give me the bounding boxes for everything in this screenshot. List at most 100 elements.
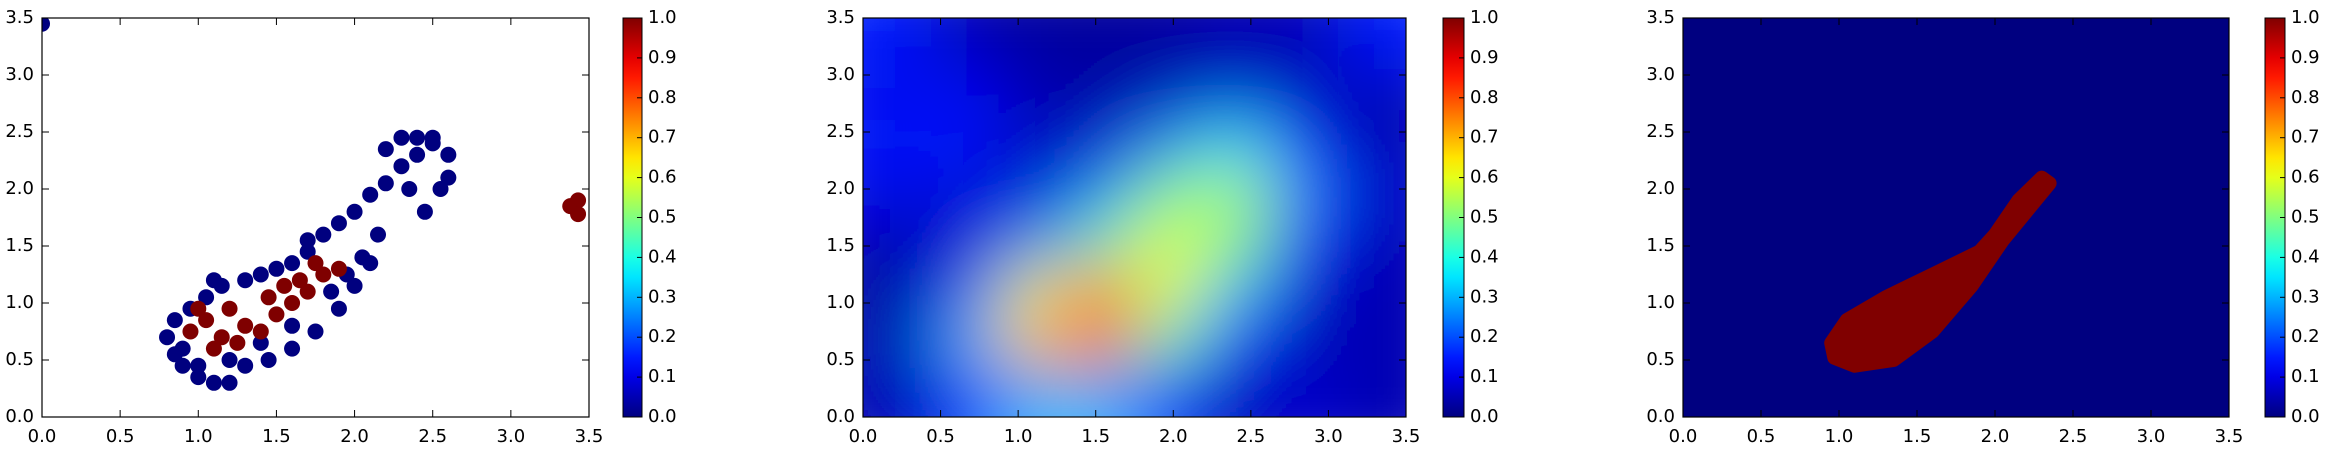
y-tick-label: 0.0 [1646,406,1675,427]
scatter-point [190,369,207,386]
scatter-point [221,374,238,391]
axes-frame [862,17,1407,418]
colorbar-tick-label: 0.4 [648,246,677,267]
heatmap-cell [930,67,1000,119]
heatmap-cell [1270,267,1340,319]
x-tick-label: 1.0 [1004,426,1033,447]
scatter-point [393,129,410,146]
x-tick-label: 3.5 [1392,426,1421,447]
colorbar-tick-label: 0.1 [648,366,677,387]
y-tick-label: 2.0 [1646,178,1675,199]
colorbar-tick-label: 0.8 [648,87,677,108]
scatter-point [401,181,418,197]
scatter-point [291,272,308,289]
x-tick-label: 1.5 [1903,426,1932,447]
heatmap-cell [1066,167,1136,219]
x-tick-label: 0.5 [1747,426,1776,447]
heatmap-cell [998,67,1068,119]
scatter-point [323,283,340,300]
x-tick-label: 2.5 [2059,426,2088,447]
scatter-point [276,277,293,294]
colorbar-tick-label: 0.7 [2291,127,2320,148]
heatmap-cell [1134,18,1204,69]
y-tick-label: 3.0 [5,64,34,85]
x-tick-label: 2.5 [1237,426,1266,447]
y-tick-label: 2.5 [5,121,34,142]
colorbar-tick-label: 1.0 [2291,7,2320,28]
scatter-point [570,192,587,209]
heatmap-cell [1134,267,1204,319]
scatter-point [440,169,457,186]
heatmap-cell [1270,167,1340,219]
heatmap-cell [1134,117,1204,169]
scatter-point [260,352,277,368]
heatmap-cell [998,217,1068,269]
scatter-point [354,249,371,266]
heatmap-cell [1202,367,1272,417]
x-tick-label: 3.0 [497,426,526,447]
heatmap-cell [863,67,932,119]
colorbar-tick-label: 0.8 [2291,87,2320,108]
colorbar-tick-label: 0.3 [2291,286,2320,307]
scatter-point [213,329,230,346]
heatmap-cell [1202,117,1272,169]
heatmap-cell [998,367,1068,417]
x-tick-label: 0.0 [849,426,878,447]
scatter-point [570,206,587,223]
y-tick-label: 1.5 [1646,235,1675,256]
colorbar-tick-label: 0.6 [2291,167,2320,188]
scatter-point [315,226,332,243]
scatter-point [229,334,246,351]
heatmap-cell [1338,167,1406,219]
heatmap-cell [930,367,1000,417]
scatter-point [416,203,433,220]
scatter-point [377,175,394,192]
heatmap-cell [1202,217,1272,269]
y-tick-label: 2.5 [1646,121,1675,142]
y-tick-label: 3.0 [1646,64,1675,85]
heatmap-cell [1338,117,1406,169]
heatmap-cell [1270,367,1340,417]
heatmap-cell [863,167,932,219]
y-tick-label: 1.5 [5,235,34,256]
x-tick-label: 3.5 [575,426,604,447]
heatmap-cell [1066,217,1136,269]
heatmap-cell [998,18,1068,69]
plot-area [863,18,1406,417]
colorbar-tick-label: 0.2 [648,326,677,347]
heatmap-cell [1134,317,1204,369]
colorbar-tick-label: 0.0 [2291,406,2320,427]
heatmap-cell [1066,317,1136,369]
heatmap-cell [998,117,1068,169]
colorbar-tick-label: 0.7 [1470,127,1499,148]
y-tick-label: 3.5 [826,7,855,28]
panel: 0.0 0.5 1.0 1.5 2.0 2.5 3.0 3.5 0.0 0.5 1.0 1.5 2.0 2… [826,7,1499,447]
colorbar-tick-label: 0.0 [648,406,677,427]
scatter-point [346,203,363,220]
scatter-point [237,317,254,334]
heatmap-cell [1338,217,1406,269]
heatmap-cell [863,18,932,69]
scatter-point [284,255,301,272]
panel: 0.0 0.5 1.0 1.5 2.0 2.5 3.0 3.5 0.0 0.5 1.0 1.5 2.0 2… [1646,7,2319,447]
y-tick-label: 1.0 [826,292,855,313]
scatter-point [284,295,301,311]
scatter-point [299,243,316,260]
scatter-point [198,312,215,329]
y-tick-label: 1.0 [5,292,34,313]
heatmap-cell [863,317,932,369]
y-tick-label: 0.0 [826,406,855,427]
scatter-point [159,329,176,346]
heatmap-cell [1270,217,1340,269]
scatter-point [182,323,199,340]
colorbar-tick-label: 0.9 [648,47,677,68]
plot-area [1683,18,2229,417]
heatmap-cell [1202,267,1272,319]
heatmap-cell [998,167,1068,219]
heatmap-cell [998,317,1068,369]
y-tick-label: 0.5 [826,349,855,370]
scatter-point [198,289,215,306]
heatmap-cell [930,167,1000,219]
panel: 0.0 0.5 1.0 1.5 2.0 2.5 3.0 3.5 0.0 0.5 1.0 1.5 2.0 2… [5,7,676,447]
scatter-point [315,266,332,283]
